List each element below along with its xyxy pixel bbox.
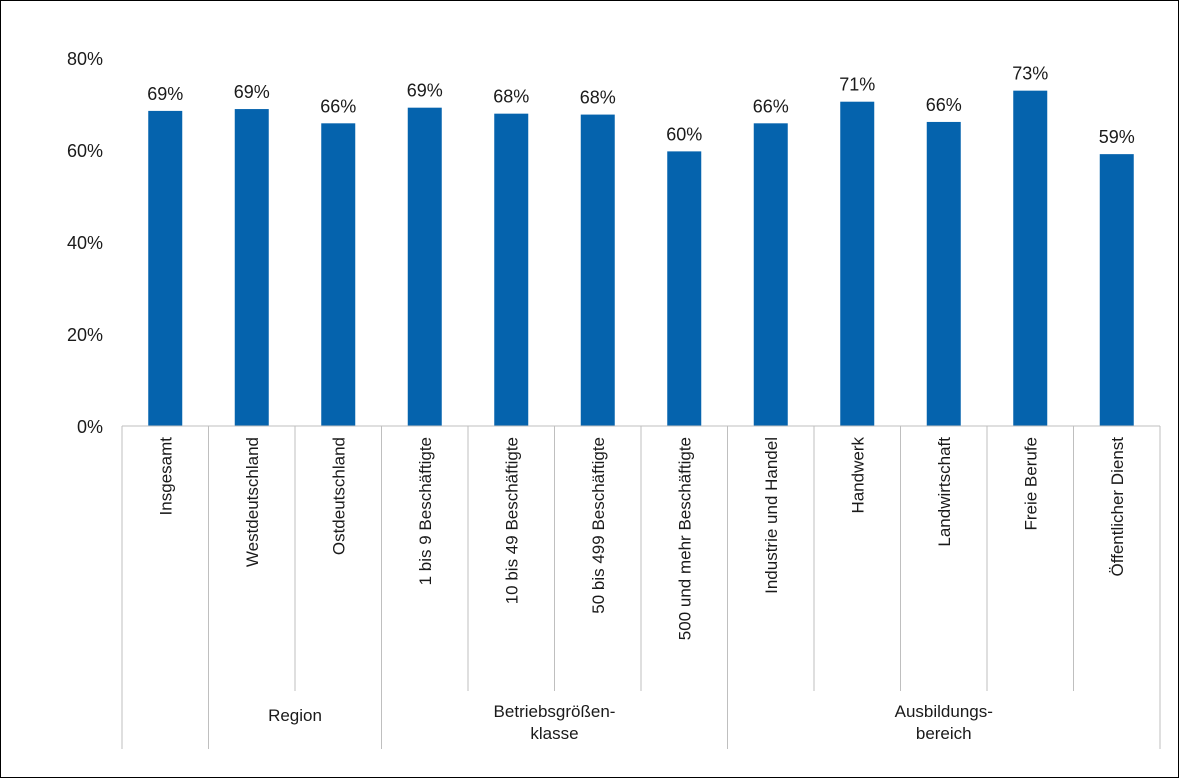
- data-label: 66%: [926, 95, 962, 115]
- y-tick-label: 0%: [77, 417, 103, 437]
- bar: [494, 113, 529, 426]
- y-tick-label: 40%: [67, 233, 103, 253]
- y-tick-label: 80%: [67, 49, 103, 69]
- data-label: 59%: [1099, 127, 1135, 147]
- group-label: Betriebsgrößen-klasse: [494, 702, 616, 743]
- x-axis: Insgesamt Westdeutschland Ostdeutschland 1 …: [121, 425, 1161, 749]
- x-tick-label: 500 und mehr Beschäftigte: [675, 437, 694, 640]
- bar: [234, 109, 269, 426]
- y-axis: 0% 20% 40% 60% 80%: [67, 49, 103, 437]
- x-tick-label: Freie Berufe: [1021, 437, 1040, 531]
- x-tick-label: 10 bis 49 Beschäftigte: [502, 437, 521, 604]
- data-label: 66%: [320, 96, 356, 116]
- category-groups: Region Betriebsgrößen-klasse Ausbildungs-b…: [268, 702, 993, 743]
- y-tick-label: 20%: [67, 325, 103, 345]
- x-tick-label: Öffentlicher Dienst: [1108, 437, 1127, 577]
- bar: [667, 151, 702, 426]
- group-label: Ausbildungs-bereich: [895, 702, 993, 743]
- bar: [1099, 154, 1134, 426]
- bar: [926, 121, 961, 426]
- bar: [753, 123, 788, 426]
- group-label: Region: [268, 706, 322, 725]
- data-labels: 69% 69% 66% 69% 68% 68% 60% 66% 71% 66% 73% 59%: [147, 64, 1135, 147]
- y-tick-label: 60%: [67, 141, 103, 161]
- data-label: 68%: [493, 87, 529, 107]
- bars: [148, 90, 1134, 427]
- x-tick-label: 50 bis 499 Beschäftigte: [589, 437, 608, 614]
- data-label: 73%: [1012, 64, 1048, 84]
- data-label: 60%: [666, 124, 702, 144]
- bar: [840, 101, 875, 426]
- bar: [1013, 90, 1048, 426]
- data-label: 69%: [407, 81, 443, 101]
- x-tick-label: Westdeutschland: [243, 437, 262, 567]
- bar: [321, 123, 356, 426]
- x-tick-label: Landwirtschaft: [935, 437, 954, 547]
- x-tick-label: 1 bis 9 Beschäftigte: [416, 437, 435, 585]
- bar: [148, 110, 183, 427]
- x-tick-label: Industrie und Handel: [762, 437, 781, 594]
- data-label: 69%: [234, 82, 270, 102]
- data-label: 69%: [147, 84, 183, 104]
- data-label: 66%: [753, 96, 789, 116]
- bar: [407, 107, 442, 427]
- x-tick-label: Handwerk: [848, 437, 867, 514]
- bar: [580, 114, 615, 426]
- data-label: 71%: [839, 75, 875, 95]
- x-tick-label: Ostdeutschland: [329, 437, 348, 555]
- data-label: 68%: [580, 88, 616, 108]
- x-tick-label: Insgesamt: [156, 437, 175, 516]
